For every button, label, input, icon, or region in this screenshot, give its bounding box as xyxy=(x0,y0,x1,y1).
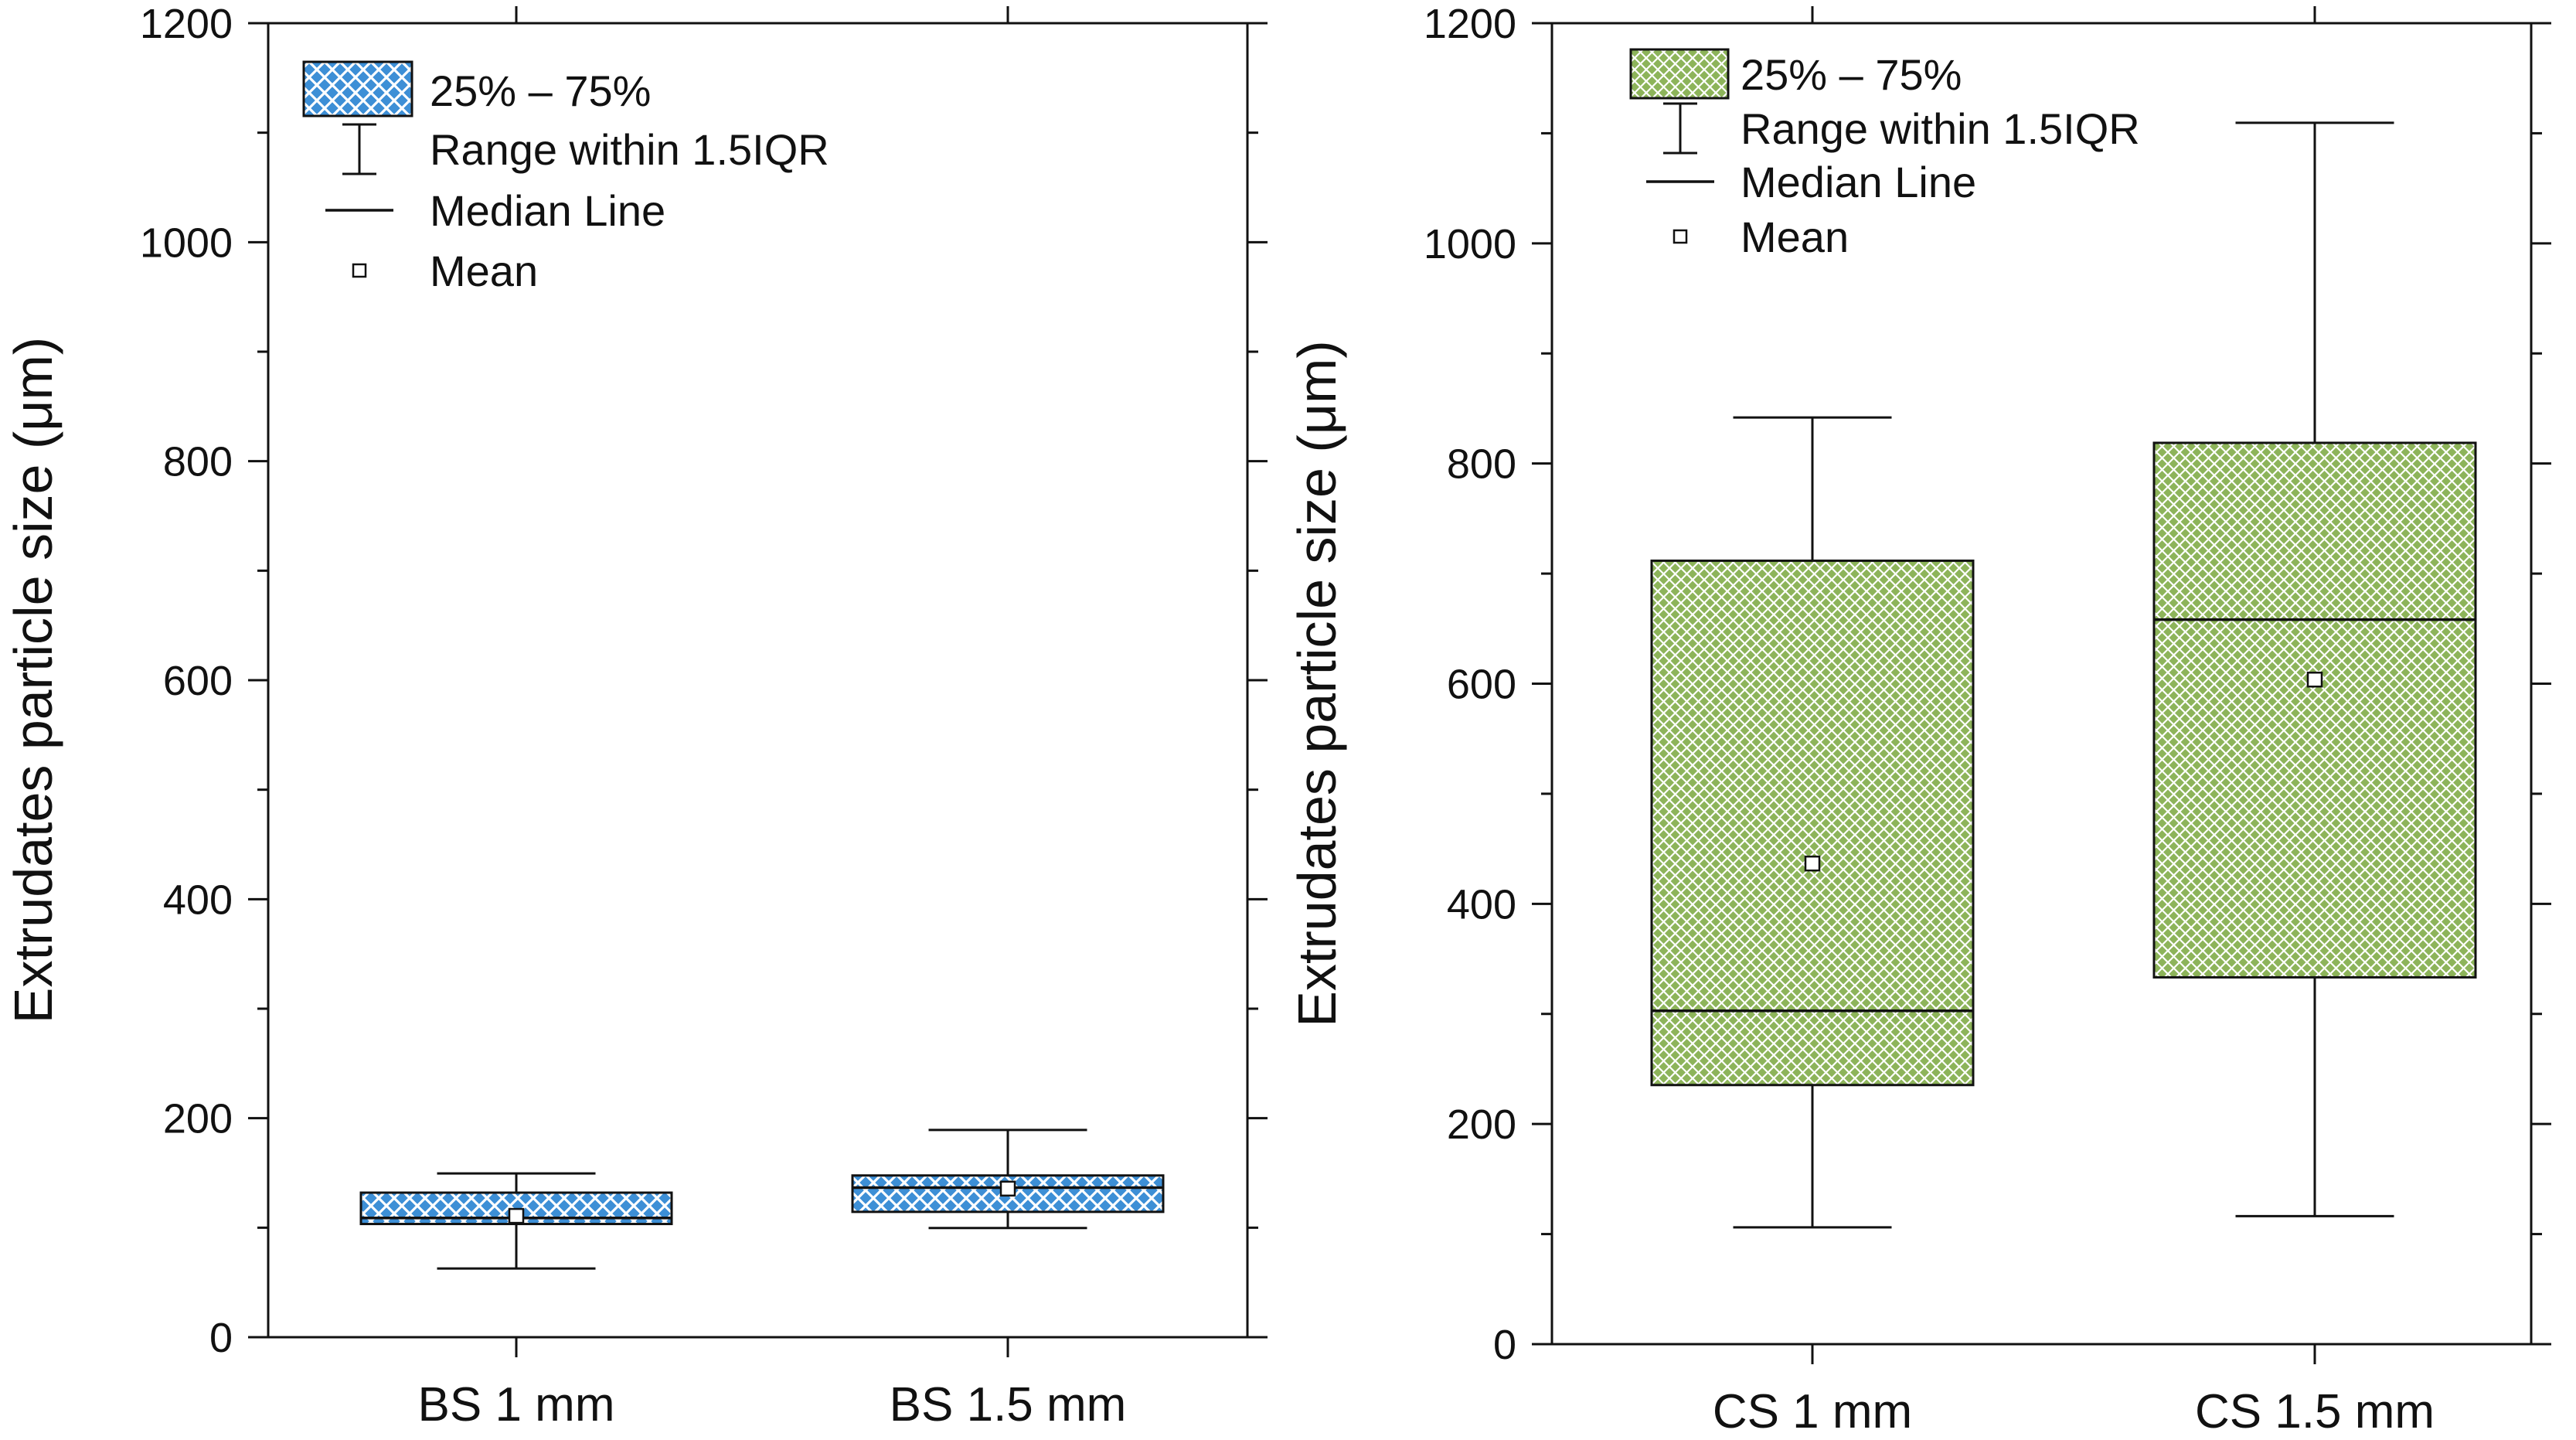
mean-marker xyxy=(2306,671,2323,688)
legend-label-median: Median Line xyxy=(430,186,665,235)
legend-mean-symbol xyxy=(352,263,367,278)
y-tick-label: 600 xyxy=(1447,662,1516,708)
plot-frame xyxy=(267,22,1249,1339)
legend-label-range: Range within 1.5IQR xyxy=(430,125,829,174)
mean-marker xyxy=(1804,855,1821,872)
legend-box-swatch xyxy=(302,60,413,117)
legend-label-mean: Mean xyxy=(430,247,538,295)
x-category-label: CS 1 mm xyxy=(1713,1385,1912,1438)
y-tick-label: 600 xyxy=(163,658,233,704)
x-category-label: BS 1 mm xyxy=(418,1378,615,1431)
y-tick-label: 400 xyxy=(1447,881,1516,928)
legend-mean-symbol xyxy=(1673,229,1688,244)
y-tick-label: 1000 xyxy=(140,220,233,266)
right-box-plot: 0 200 400 600 800 1000 1200 Extrudates particle… xyxy=(1287,1,2551,1438)
y-tick-label: 1200 xyxy=(140,1,233,47)
iqr-box xyxy=(2152,441,2477,979)
y-tick-label: 1000 xyxy=(1424,221,1516,267)
x-category-label: CS 1.5 mm xyxy=(2195,1385,2435,1438)
legend-label-box: 25% – 75% xyxy=(1741,50,1962,99)
left-box-plot: 0 200 400 600 800 1000 1200 Extrudates particle… xyxy=(3,1,1268,1431)
iqr-box xyxy=(1650,559,1975,1087)
legend: 25% – 75% Range within 1.5IQR Median Line M… xyxy=(302,60,829,295)
y-axis-title: Extrudates particle size (μm) xyxy=(1287,340,1347,1026)
mean-marker xyxy=(999,1180,1016,1197)
y-tick-label: 200 xyxy=(163,1096,233,1142)
y-tick-label: 1200 xyxy=(1424,1,1516,47)
y-tick-label: 200 xyxy=(1447,1101,1516,1148)
mean-marker xyxy=(508,1207,525,1224)
legend-label-range: Range within 1.5IQR xyxy=(1741,104,2140,153)
y-tick-label: 400 xyxy=(163,877,233,923)
y-tick-label: 0 xyxy=(209,1315,233,1361)
legend-label-box: 25% – 75% xyxy=(430,66,651,115)
y-axis-title: Extrudates particle size (μm) xyxy=(3,337,63,1023)
x-category-label: BS 1.5 mm xyxy=(890,1378,1127,1431)
legend-label-mean: Mean xyxy=(1741,213,1849,261)
legend: 25% – 75% Range within 1.5IQR Median Line M… xyxy=(1629,48,2140,261)
y-tick-label: 800 xyxy=(1447,441,1516,488)
legend-label-median: Median Line xyxy=(1741,158,1976,206)
y-tick-label: 0 xyxy=(1493,1322,1516,1368)
legend-box-swatch xyxy=(1629,48,1730,100)
y-tick-label: 800 xyxy=(163,439,233,485)
